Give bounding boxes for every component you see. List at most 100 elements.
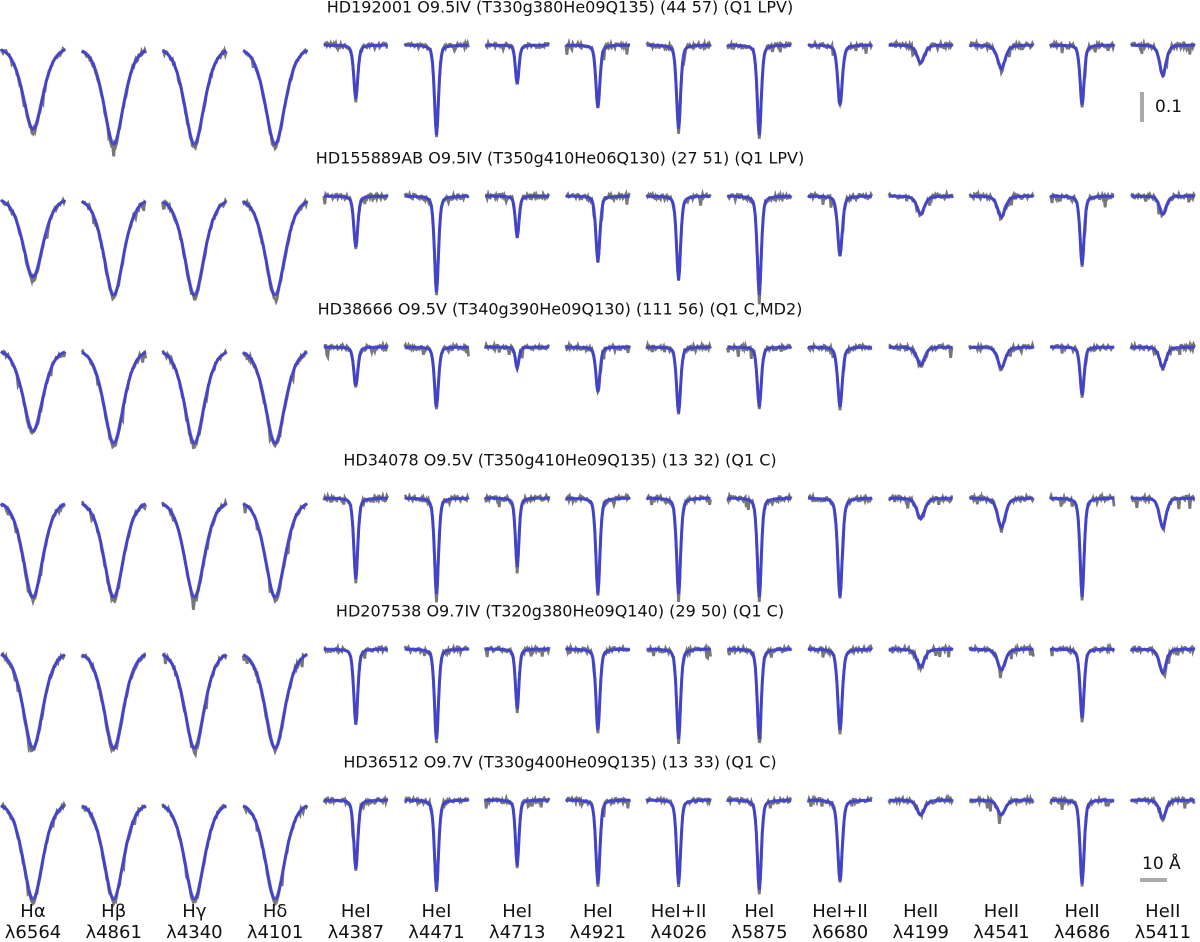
- line-name: Hγ: [182, 901, 207, 922]
- model-spectrum: [323, 43, 388, 100]
- model-spectrum: [242, 653, 308, 750]
- model-spectrum: [808, 798, 872, 882]
- model-spectrum: [485, 194, 550, 239]
- model-spectrum: [0, 502, 66, 599]
- model-spectrum: [969, 496, 1034, 531]
- observed-spectrum: [242, 47, 309, 152]
- model-spectrum: [888, 345, 953, 367]
- model-spectrum: [485, 345, 550, 374]
- model-spectrum: [404, 194, 469, 293]
- model-spectrum: [808, 647, 872, 731]
- model-spectrum: [404, 647, 469, 740]
- observed-spectrum: [81, 803, 147, 908]
- observed-spectrum: [0, 800, 67, 907]
- line-wavelength: λ4541: [973, 922, 1029, 942]
- model-spectrum: [727, 345, 792, 408]
- model-spectrum: [0, 199, 66, 279]
- model-spectrum: [888, 647, 953, 669]
- model-spectrum: [565, 647, 630, 731]
- model-spectrum: [1050, 496, 1115, 598]
- line-wavelength: λ4686: [1054, 922, 1110, 942]
- model-spectrum: [0, 350, 66, 433]
- model-spectrum: [565, 798, 630, 885]
- model-spectrum: [1050, 798, 1115, 885]
- model-spectrum: [1130, 345, 1195, 371]
- observed-spectrum: [0, 349, 67, 435]
- observed-spectrum: [241, 197, 309, 306]
- model-spectrum: [727, 647, 792, 740]
- line-name: Hδ: [263, 901, 288, 922]
- observed-spectrum: [403, 189, 470, 296]
- model-spectrum: [161, 49, 228, 146]
- observed-spectrum: [241, 349, 308, 449]
- line-wavelength: λ5875: [731, 922, 787, 942]
- model-spectrum: [565, 43, 631, 109]
- model-spectrum: [485, 496, 550, 568]
- model-spectrum: [1050, 345, 1115, 396]
- model-spectrum: [0, 653, 66, 750]
- model-spectrum: [485, 647, 550, 710]
- line-name: HeI: [583, 901, 613, 922]
- observed-spectrum: [161, 348, 228, 450]
- model-spectrum: [565, 496, 630, 595]
- line-wavelength: λ4101: [247, 922, 303, 942]
- model-spectrum: [161, 502, 228, 599]
- model-spectrum: [646, 194, 711, 281]
- observed-spectrum: [80, 199, 147, 302]
- line-wavelength: λ4713: [489, 922, 545, 942]
- model-spectrum: [808, 345, 872, 408]
- line-name: HeI+II: [651, 901, 707, 922]
- model-spectrum: [81, 653, 147, 750]
- model-spectrum: [323, 647, 388, 725]
- model-spectrum: [161, 351, 228, 445]
- row-title: HD207538 O9.7IV (T320g380He09Q140) (29 5…: [336, 602, 784, 621]
- line-name: HeII: [1064, 901, 1099, 922]
- model-spectrum: [1130, 43, 1195, 78]
- model-spectrum: [81, 200, 147, 297]
- model-spectrum: [81, 502, 147, 599]
- model-spectrum: [323, 345, 388, 387]
- model-spectrum: [404, 496, 469, 595]
- model-spectrum: [0, 804, 66, 901]
- line-wavelength: λ5411: [1135, 922, 1191, 942]
- model-spectrum: [888, 194, 953, 216]
- model-spectrum: [323, 496, 388, 580]
- model-spectrum: [404, 798, 469, 891]
- model-spectrum: [161, 804, 228, 901]
- model-spectrum: [646, 43, 711, 130]
- model-spectrum: [646, 496, 711, 595]
- model-spectrum: [1130, 496, 1195, 531]
- model-spectrum: [888, 43, 953, 65]
- model-spectrum: [1050, 194, 1115, 266]
- model-spectrum: [646, 798, 711, 885]
- model-spectrum: [242, 200, 308, 297]
- model-spectrum: [1050, 647, 1115, 719]
- model-spectrum: [727, 43, 792, 136]
- line-wavelength: λ4340: [166, 922, 222, 942]
- model-spectrum: [565, 345, 630, 393]
- observed-spectrum: [0, 196, 67, 287]
- observed-spectrum: [725, 340, 793, 410]
- observed-spectrum: [969, 793, 1035, 824]
- observed-spectrum: [80, 348, 148, 450]
- row-title: HD36512 O9.7V (T330g400He09Q135) (13 33)…: [343, 753, 776, 772]
- line-wavelength: λ6680: [812, 922, 868, 942]
- observed-spectrum: [161, 803, 227, 905]
- model-spectrum: [1130, 647, 1195, 676]
- line-wavelength: λ4026: [650, 922, 706, 942]
- model-spectrum: [888, 798, 953, 817]
- model-spectrum: [727, 194, 792, 296]
- observed-spectrum: [80, 45, 148, 157]
- line-wavelength: λ4471: [408, 922, 464, 942]
- observed-spectrum: [162, 652, 228, 759]
- model-spectrum: [242, 804, 308, 901]
- line-name: HeI: [502, 901, 532, 922]
- model-spectrum: [646, 647, 711, 740]
- model-spectrum: [565, 194, 631, 263]
- observed-spectrum: [161, 45, 228, 151]
- model-spectrum: [969, 194, 1034, 220]
- model-spectrum: [0, 48, 66, 131]
- observed-spectrum: [80, 500, 148, 604]
- model-spectrum: [161, 200, 228, 297]
